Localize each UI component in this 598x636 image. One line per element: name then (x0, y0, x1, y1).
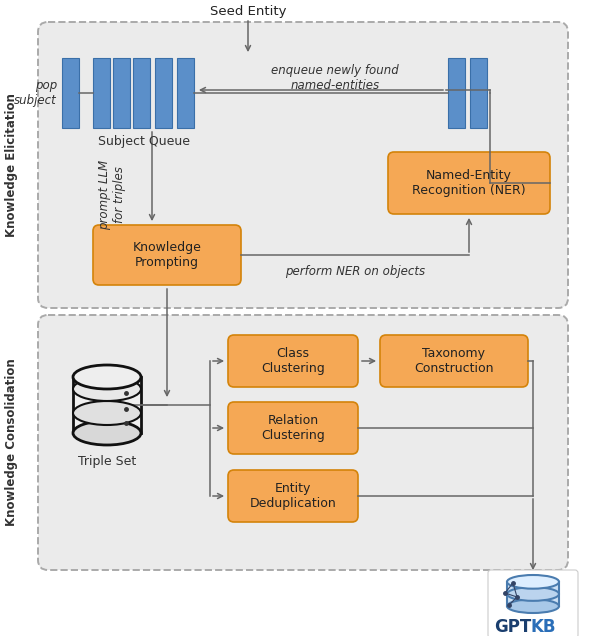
Text: perform NER on objects: perform NER on objects (285, 265, 425, 277)
FancyBboxPatch shape (38, 22, 568, 308)
Text: Knowledge Consolidation: Knowledge Consolidation (5, 359, 19, 527)
Ellipse shape (73, 377, 141, 401)
Ellipse shape (73, 365, 141, 389)
Text: enqueue newly found
named-entities: enqueue newly found named-entities (271, 64, 399, 92)
Ellipse shape (73, 421, 141, 445)
Text: prompt LLM
for triples: prompt LLM for triples (98, 160, 126, 230)
Text: Entity
Deduplication: Entity Deduplication (249, 482, 336, 510)
Text: Subject Queue: Subject Queue (97, 135, 190, 148)
Ellipse shape (73, 401, 141, 425)
Bar (177, 58, 194, 128)
Bar (448, 58, 465, 128)
Text: GPT: GPT (494, 618, 531, 636)
FancyBboxPatch shape (488, 570, 578, 636)
Bar (133, 58, 150, 128)
Text: Class
Clustering: Class Clustering (261, 347, 325, 375)
FancyBboxPatch shape (380, 335, 528, 387)
FancyBboxPatch shape (228, 470, 358, 522)
Bar (155, 58, 172, 128)
Ellipse shape (507, 587, 559, 601)
Text: Triple Set: Triple Set (78, 455, 136, 467)
Text: KB: KB (531, 618, 557, 636)
Text: Named-Entity
Recognition (NER): Named-Entity Recognition (NER) (412, 169, 526, 197)
FancyBboxPatch shape (228, 335, 358, 387)
Text: Knowledge
Prompting: Knowledge Prompting (133, 241, 202, 269)
FancyBboxPatch shape (93, 225, 241, 285)
Bar (507, 582, 559, 606)
Ellipse shape (507, 575, 559, 589)
FancyBboxPatch shape (388, 152, 550, 214)
Bar (93, 58, 110, 128)
Bar (113, 58, 130, 128)
Text: Taxonomy
Construction: Taxonomy Construction (414, 347, 494, 375)
Ellipse shape (507, 599, 559, 613)
Text: Relation
Clustering: Relation Clustering (261, 414, 325, 442)
Text: Seed Entity: Seed Entity (210, 6, 286, 18)
Bar (62, 58, 79, 128)
Bar (73, 377, 141, 433)
FancyBboxPatch shape (38, 315, 568, 570)
Bar (470, 58, 487, 128)
FancyBboxPatch shape (228, 402, 358, 454)
Text: Knowledge Elicitation: Knowledge Elicitation (5, 93, 19, 237)
Text: pop
subject: pop subject (14, 79, 57, 107)
